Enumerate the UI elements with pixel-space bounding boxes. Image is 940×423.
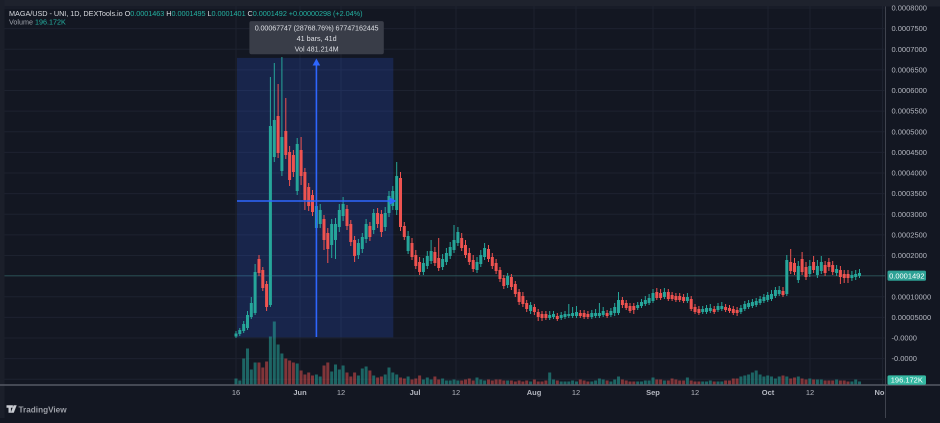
svg-text:0.00010000: 0.00010000 bbox=[892, 292, 932, 301]
svg-text:0.0002500: 0.0002500 bbox=[892, 231, 927, 240]
svg-text:0.0007000: 0.0007000 bbox=[892, 45, 927, 54]
svg-text:0.0005500: 0.0005500 bbox=[892, 107, 927, 116]
svg-text:196.172K: 196.172K bbox=[891, 376, 923, 385]
svg-text:0.0003000: 0.0003000 bbox=[892, 210, 927, 219]
svg-text:0.0008000: 0.0008000 bbox=[892, 4, 927, 13]
svg-text:Sep: Sep bbox=[646, 388, 660, 397]
svg-text:Vol 481.214M: Vol 481.214M bbox=[295, 45, 339, 54]
svg-text:16: 16 bbox=[232, 388, 240, 397]
svg-text:0.0004000: 0.0004000 bbox=[892, 169, 927, 178]
svg-text:12: 12 bbox=[806, 388, 814, 397]
svg-text:12: 12 bbox=[337, 388, 345, 397]
svg-text:0.0006000: 0.0006000 bbox=[892, 86, 927, 95]
svg-text:0.0003500: 0.0003500 bbox=[892, 189, 927, 198]
svg-text:Aug: Aug bbox=[527, 388, 542, 397]
svg-text:0.0002000: 0.0002000 bbox=[892, 251, 927, 260]
svg-text:0.0005000: 0.0005000 bbox=[892, 127, 927, 136]
svg-text:No: No bbox=[875, 388, 885, 397]
svg-text:TradingView: TradingView bbox=[19, 406, 68, 415]
svg-text:Jun: Jun bbox=[293, 388, 307, 397]
svg-text:0.0001492: 0.0001492 bbox=[889, 271, 924, 280]
svg-text:MAGA/USD - UNI, 1D, DEXTools.i: MAGA/USD - UNI, 1D, DEXTools.io O0.00014… bbox=[9, 9, 362, 18]
svg-text:12: 12 bbox=[691, 388, 699, 397]
svg-text:Jul: Jul bbox=[410, 388, 421, 397]
svg-text:0.00067747 (28768.76%) 6774716: 0.00067747 (28768.76%) 67747162445 bbox=[255, 23, 379, 32]
svg-text:-0.0000: -0.0000 bbox=[892, 334, 917, 343]
svg-text:-0.0000: -0.0000 bbox=[892, 354, 917, 363]
svg-text:196.172K: 196.172K bbox=[35, 18, 66, 27]
svg-text:Volume: Volume bbox=[9, 18, 33, 27]
svg-text:0.00005000: 0.00005000 bbox=[892, 313, 932, 322]
svg-text:Oct: Oct bbox=[762, 388, 775, 397]
svg-text:12: 12 bbox=[572, 388, 580, 397]
svg-text:12: 12 bbox=[452, 388, 460, 397]
svg-text:0.0006500: 0.0006500 bbox=[892, 66, 927, 75]
svg-text:0.0004500: 0.0004500 bbox=[892, 148, 927, 157]
svg-text:0.0007500: 0.0007500 bbox=[892, 24, 927, 33]
svg-text:41 bars, 41d: 41 bars, 41d bbox=[297, 34, 337, 43]
